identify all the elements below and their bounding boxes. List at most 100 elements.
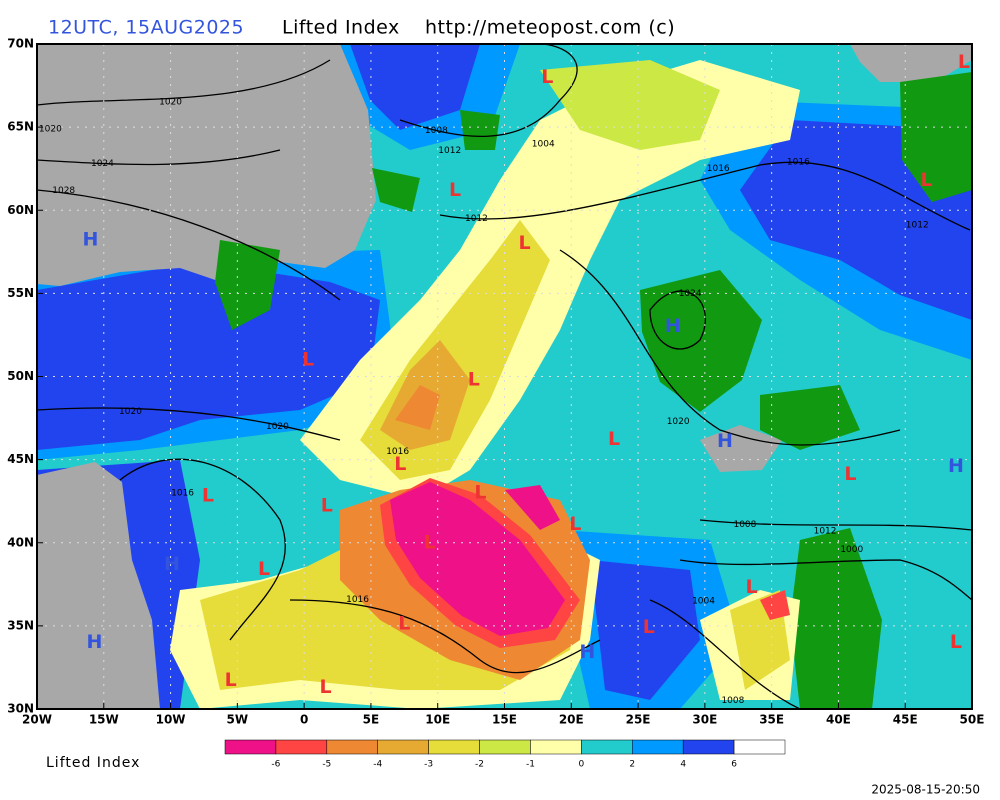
colorbar-segment xyxy=(428,739,480,755)
colorbar-tick-label: -2 xyxy=(475,760,484,770)
land-green xyxy=(900,72,972,202)
pressure-center: L xyxy=(921,169,933,191)
pressure-center: H xyxy=(665,315,681,337)
isobar-label: 1008 xyxy=(721,696,744,706)
isobar xyxy=(399,44,578,137)
isobar-label: 1004 xyxy=(692,596,715,606)
product-title: Lifted Index xyxy=(282,17,400,39)
pressure-center: L xyxy=(398,613,410,635)
lon-tick-label: 45E xyxy=(893,713,918,727)
pressure-center: H xyxy=(86,631,102,653)
isobar-label: 1020 xyxy=(39,124,62,134)
isobar-label: 1016 xyxy=(386,447,409,457)
lon-tick-label: 15E xyxy=(492,713,517,727)
isobar xyxy=(439,161,971,231)
timestamp: 2025-08-15-20:50 xyxy=(871,783,980,797)
isobar xyxy=(289,599,601,674)
pressure-center: L xyxy=(746,576,758,598)
lat-tick-label: 70N xyxy=(7,37,34,51)
colorbar-segment xyxy=(275,739,328,755)
field-yellowgreen xyxy=(540,60,720,150)
isobar-label: 1020 xyxy=(667,417,690,427)
field-darkblue xyxy=(590,560,700,700)
pressure-center: L xyxy=(258,558,270,580)
field-magenta xyxy=(390,482,565,636)
lon-tick-label: 40E xyxy=(826,713,851,727)
pressure-center: H xyxy=(579,641,595,663)
isobars xyxy=(37,44,972,709)
lon-tick-label: 20E xyxy=(559,713,584,727)
lon-tick-label: 5E xyxy=(363,713,380,727)
lon-tick-label: 10W xyxy=(156,713,186,727)
map-field xyxy=(37,44,972,709)
lat-tick-label: 55N xyxy=(7,286,34,300)
pressure-center: L xyxy=(541,66,553,88)
colorbar-tick-label: 2 xyxy=(629,760,635,770)
pressure-center: L xyxy=(424,531,436,553)
isobar xyxy=(649,599,801,709)
lon-tick-label: 5W xyxy=(227,713,249,727)
isobar-label: 1016 xyxy=(346,595,369,605)
colorbar-tick-label: -6 xyxy=(271,760,280,770)
land-green xyxy=(760,385,860,450)
isobar-label: 1000 xyxy=(840,545,863,555)
isobar xyxy=(679,559,972,601)
lat-tick-label: 65N xyxy=(7,120,34,134)
pressure-center: H xyxy=(948,455,964,477)
masked-area xyxy=(37,462,160,709)
colorbar-tick-label: -3 xyxy=(424,760,433,770)
isobar-label: 1012 xyxy=(906,221,929,231)
land-green xyxy=(215,240,280,330)
pressure-center: L xyxy=(449,179,461,201)
isobar xyxy=(649,290,706,350)
pressure-center: L xyxy=(958,51,970,73)
pressure-center: L xyxy=(394,453,406,475)
pressure-center: L xyxy=(302,348,314,370)
lat-tick-label: 50N xyxy=(7,369,34,383)
field-orange xyxy=(395,385,440,430)
pressure-center: L xyxy=(950,631,962,653)
isobar-label: 1012 xyxy=(814,527,837,537)
isobar-label: 1004 xyxy=(532,139,555,149)
lat-tick-label: 60N xyxy=(7,203,34,217)
colorbar-segment xyxy=(530,739,582,755)
pressure-center: L xyxy=(474,481,486,503)
isobar xyxy=(37,407,341,441)
pressure-center: L xyxy=(225,669,237,691)
lat-tick-label: 35N xyxy=(7,618,34,632)
isobar-label: 1012 xyxy=(438,146,461,156)
lat-tick-label: 30N xyxy=(7,702,34,716)
isobar-label: 1008 xyxy=(733,520,756,530)
pressure-center: L xyxy=(202,485,214,507)
colorbar-segment xyxy=(581,739,633,755)
colorbar-tick-label: -1 xyxy=(526,760,535,770)
isobar-label: 1020 xyxy=(119,407,142,417)
source-title: http://meteopost.com (c) xyxy=(425,17,675,39)
lon-tick-label: 30E xyxy=(692,713,717,727)
colorbar-tick-label: -4 xyxy=(373,760,382,770)
isobar-label: 1020 xyxy=(266,422,289,432)
masked-area xyxy=(37,44,376,286)
field-darkblue xyxy=(37,262,380,450)
pressure-center: H xyxy=(164,553,180,575)
colorbar-segment xyxy=(632,739,684,755)
pressure-center: L xyxy=(643,616,655,638)
lat-tick-label: 45N xyxy=(7,452,34,466)
isobar-label: 1024 xyxy=(91,159,114,169)
colorbar-tick-label: 0 xyxy=(578,760,584,770)
field-red xyxy=(760,590,790,620)
isobar xyxy=(559,249,901,446)
colorbar-segment xyxy=(479,739,531,755)
isobar xyxy=(37,59,331,106)
isobar-label: 1016 xyxy=(787,158,810,168)
isobar xyxy=(119,458,286,641)
colorbar-segment xyxy=(377,739,429,755)
isobar xyxy=(37,149,281,166)
land-green xyxy=(790,528,882,709)
colorbar-tick-label: 6 xyxy=(731,760,737,770)
colorbar-segment xyxy=(326,739,378,755)
colorbar-tick-label: 4 xyxy=(680,760,686,770)
lon-tick-label: 20W xyxy=(22,713,52,727)
masked-area xyxy=(700,425,782,472)
land-green xyxy=(460,110,500,150)
